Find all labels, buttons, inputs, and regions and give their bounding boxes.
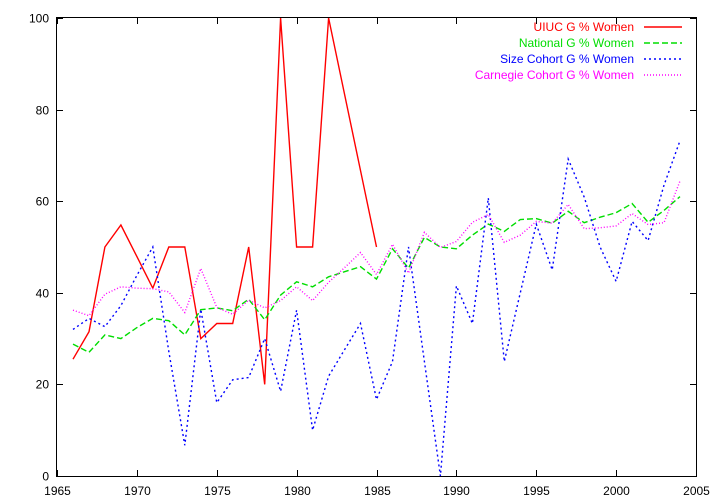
legend-label-2: National G % Women (519, 36, 634, 50)
y-tick-label: 20 (36, 378, 50, 392)
x-tick-label: 1965 (44, 484, 71, 498)
axis-tick-labels: 1965 1970 1975 1980 1985 1990 1995 2000 2005 0 20 4… (29, 12, 710, 499)
series-line-3 (72, 140, 681, 477)
series-line-1 (72, 17, 378, 385)
x-tick-label: 1995 (523, 484, 550, 498)
y-tick-label: 40 (36, 287, 50, 301)
x-tick-label: 1970 (124, 484, 151, 498)
legend-label-1: UIUC G % Women (534, 20, 634, 34)
x-tick-label: 1985 (364, 484, 391, 498)
axis-ticks (57, 18, 697, 477)
x-tick-label: 1980 (284, 484, 311, 498)
series-line-4 (72, 180, 681, 317)
x-tick-label: 1975 (204, 484, 231, 498)
x-tick-label: 1990 (443, 484, 470, 498)
legend-label-3: Size Cohort G % Women (500, 52, 634, 66)
series-line-2 (72, 196, 681, 354)
x-tick-label: 2000 (603, 484, 630, 498)
legend: UIUC G % Women National G % Women Size Coh… (475, 20, 682, 82)
plot-frame (56, 17, 697, 477)
x-tick-label: 2005 (683, 484, 710, 498)
y-tick-label: 60 (36, 195, 50, 209)
y-tick-label: 0 (42, 470, 49, 484)
y-tick-label: 100 (29, 12, 49, 26)
legend-label-4: Carnegie Cohort G % Women (475, 68, 634, 82)
series-lines (72, 17, 681, 477)
y-tick-label: 80 (36, 104, 50, 118)
